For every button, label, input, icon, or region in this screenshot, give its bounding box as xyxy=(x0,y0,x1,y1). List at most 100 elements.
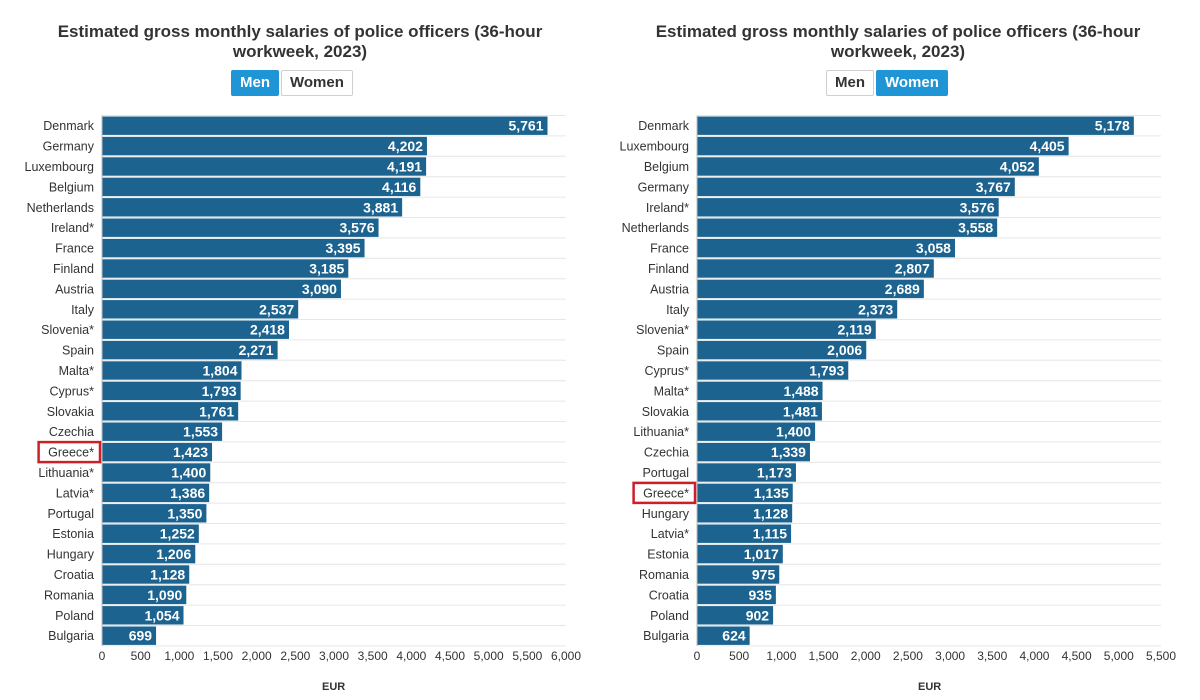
bar[interactable] xyxy=(102,300,299,319)
bar[interactable] xyxy=(102,177,421,197)
bar[interactable] xyxy=(697,524,792,543)
bar-value-label: 975 xyxy=(752,567,776,583)
bar[interactable] xyxy=(102,198,403,217)
x-tick-label: 1,000 xyxy=(766,649,796,663)
bar[interactable] xyxy=(102,381,241,401)
bar[interactable] xyxy=(697,116,1134,135)
category-label: Finland xyxy=(53,262,94,276)
bar[interactable] xyxy=(102,402,239,421)
men-button[interactable]: Men xyxy=(231,70,279,96)
category-label: Belgium xyxy=(49,180,94,194)
category-label: Latvia* xyxy=(651,527,689,541)
bar[interactable] xyxy=(102,116,548,135)
bar[interactable] xyxy=(102,361,242,380)
bar[interactable] xyxy=(697,177,1015,197)
chart-panel-women: Estimated gross monthly salaries of poli… xyxy=(596,0,1200,700)
bar[interactable] xyxy=(102,565,190,584)
bar[interactable] xyxy=(102,626,157,645)
category-label: Belgium xyxy=(644,160,689,174)
category-label: Slovenia* xyxy=(636,323,689,337)
bar[interactable] xyxy=(697,504,793,523)
bar[interactable] xyxy=(697,218,998,237)
bar[interactable] xyxy=(697,606,774,625)
bar-value-label: 4,191 xyxy=(387,159,422,175)
bar[interactable] xyxy=(102,157,427,176)
bar[interactable] xyxy=(102,320,289,339)
category-label: Luxembourg xyxy=(25,160,95,174)
bar[interactable] xyxy=(697,300,898,319)
bar-value-label: 2,006 xyxy=(827,342,862,358)
bar-value-label: 1,488 xyxy=(783,383,818,399)
category-label: Greece* xyxy=(643,486,689,500)
bar[interactable] xyxy=(102,279,341,299)
bar[interactable] xyxy=(102,136,427,156)
bar[interactable] xyxy=(102,524,199,543)
bar[interactable] xyxy=(697,585,776,605)
bar-value-label: 3,185 xyxy=(309,261,344,277)
bar[interactable] xyxy=(697,259,934,278)
bar-value-label: 1,793 xyxy=(202,383,237,399)
bar[interactable] xyxy=(697,320,876,339)
women-button[interactable]: Women xyxy=(281,70,353,96)
highlight-box xyxy=(37,440,102,464)
category-label: France xyxy=(55,242,94,256)
bar[interactable] xyxy=(697,442,810,462)
bar[interactable] xyxy=(102,218,379,237)
bar[interactable] xyxy=(697,463,796,482)
bar[interactable] xyxy=(697,565,780,584)
bar[interactable] xyxy=(102,340,278,360)
men-button[interactable]: Men xyxy=(826,70,874,96)
category-label: Slovakia xyxy=(47,405,94,419)
bar[interactable] xyxy=(697,483,793,503)
women-button[interactable]: Women xyxy=(876,70,948,96)
bar[interactable] xyxy=(102,585,187,605)
bar[interactable] xyxy=(102,606,184,625)
bar-value-label: 1,761 xyxy=(199,403,234,419)
category-label: Germany xyxy=(43,140,95,154)
bar[interactable] xyxy=(697,422,816,441)
bar[interactable] xyxy=(102,504,207,523)
x-axis-title: EUR xyxy=(918,681,942,693)
bar[interactable] xyxy=(102,442,213,462)
bar[interactable] xyxy=(697,361,849,380)
bar[interactable] xyxy=(697,626,750,645)
x-tick-label: 4,000 xyxy=(1019,649,1049,663)
bar[interactable] xyxy=(697,381,823,401)
bar[interactable] xyxy=(697,238,955,258)
category-label: Malta* xyxy=(654,384,690,398)
bar[interactable] xyxy=(102,483,210,503)
bar-chart-men: 5,761 Denmark 4,202 Germany 4,191 Luxembourg 4… xyxy=(25,115,581,663)
bar[interactable] xyxy=(697,544,783,564)
bar-value-label: 1,017 xyxy=(744,546,779,562)
bar[interactable] xyxy=(102,238,365,258)
chart-title-line1: Estimated gross monthly salaries of poli… xyxy=(655,22,1141,41)
category-label: Denmark xyxy=(638,119,689,133)
bar-value-label: 699 xyxy=(129,628,153,644)
bar[interactable] xyxy=(697,198,999,217)
bar[interactable] xyxy=(102,544,196,564)
bar[interactable] xyxy=(697,402,822,421)
bar[interactable] xyxy=(697,340,867,360)
bar[interactable] xyxy=(697,157,1039,176)
x-tick-label: 500 xyxy=(729,649,749,663)
category-label: Hungary xyxy=(47,548,95,562)
category-label: Lithuania* xyxy=(633,425,689,439)
bar-value-label: 4,405 xyxy=(1030,138,1065,154)
bar-value-label: 1,173 xyxy=(757,465,792,481)
category-label: Croatia xyxy=(649,588,689,602)
bar[interactable] xyxy=(102,463,211,482)
bar-value-label: 1,793 xyxy=(809,363,844,379)
bar[interactable] xyxy=(102,422,223,441)
category-label: Luxembourg xyxy=(620,140,690,154)
bar-value-label: 1,135 xyxy=(754,485,789,501)
bar-value-label: 5,178 xyxy=(1095,118,1130,134)
category-label: Cyprus* xyxy=(50,384,95,398)
bar[interactable] xyxy=(697,279,924,299)
bar-value-label: 4,202 xyxy=(388,138,423,154)
bar-value-label: 4,116 xyxy=(382,179,416,195)
category-label: Spain xyxy=(657,344,689,358)
bar-value-label: 3,767 xyxy=(976,179,1011,195)
bar[interactable] xyxy=(102,259,349,278)
bar[interactable] xyxy=(697,136,1069,156)
bar-value-label: 3,576 xyxy=(960,199,995,215)
